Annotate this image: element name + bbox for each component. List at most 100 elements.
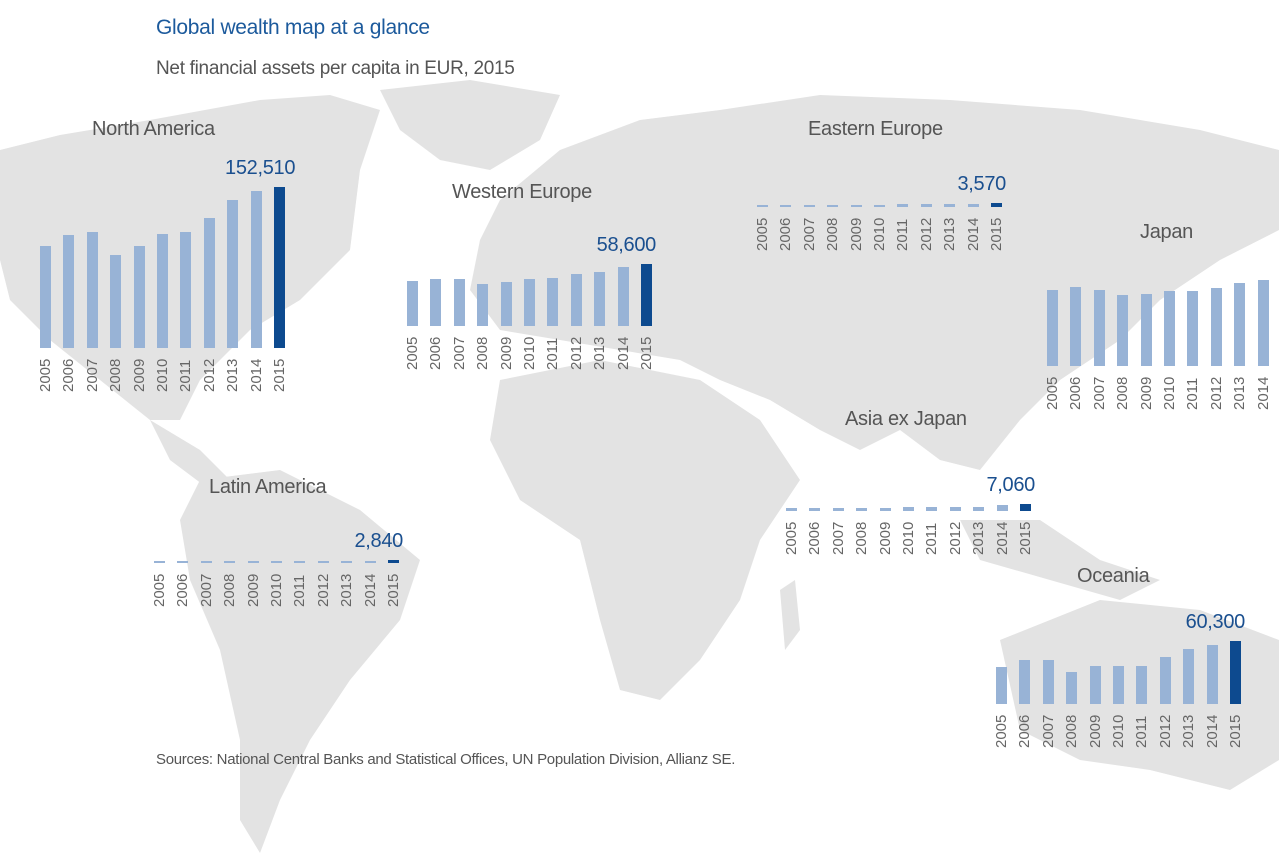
year-label-north-america-2015: 2015 <box>271 358 288 392</box>
bar-western-europe-2013 <box>594 271 606 326</box>
year-label-western-europe-2008: 2008 <box>474 336 492 370</box>
value-label-western-europe: 58,600 <box>596 234 657 257</box>
year-label-north-america-2013: 2013 <box>224 358 242 392</box>
region-title-latin-america: Latin America <box>209 476 327 498</box>
year-label-asia-ex-japan-2007: 2007 <box>829 521 847 555</box>
year-label-asia-ex-japan-2012: 2012 <box>946 521 964 555</box>
year-label-latin-america-2014: 2014 <box>361 573 379 607</box>
bar-eastern-europe-2010 <box>874 204 885 207</box>
bar-oceania-2015 <box>1230 640 1241 704</box>
bar-north-america-2007 <box>86 232 98 348</box>
bar-asia-ex-japan-2006 <box>809 507 821 511</box>
bar-asia-ex-japan-2009 <box>879 507 891 511</box>
year-label-asia-ex-japan-2006: 2006 <box>806 521 824 555</box>
bar-eastern-europe-2008 <box>827 205 839 207</box>
year-label-latin-america-2008: 2008 <box>221 573 239 607</box>
year-label-western-europe-2015: 2015 <box>638 336 655 370</box>
year-label-latin-america-2013: 2013 <box>338 573 356 607</box>
year-label-asia-ex-japan-2014: 2014 <box>993 521 1011 555</box>
year-label-western-europe-2007: 2007 <box>450 336 468 370</box>
year-label-asia-ex-japan-2015: 2015 <box>1017 521 1034 555</box>
bar-oceania-2008 <box>1066 671 1078 704</box>
year-label-oceania-2014: 2014 <box>1203 714 1221 748</box>
bar-north-america-2008 <box>110 255 122 348</box>
bar-western-europe-2011 <box>547 277 559 326</box>
bar-asia-ex-japan-2011 <box>926 507 938 511</box>
bar-latin-america-2010 <box>271 561 282 563</box>
bar-japan-2012 <box>1210 288 1222 366</box>
bar-western-europe-2014 <box>617 267 629 326</box>
year-label-oceania-2009: 2009 <box>1086 714 1104 748</box>
bar-eastern-europe-2011 <box>897 204 909 207</box>
bar-north-america-2009 <box>133 246 145 348</box>
bar-oceania-2009 <box>1089 665 1101 704</box>
year-label-western-europe-2005: 2005 <box>404 336 421 370</box>
bar-oceania-2014 <box>1206 644 1218 704</box>
bar-oceania-2011 <box>1136 665 1148 704</box>
year-label-eastern-europe-2012: 2012 <box>917 217 935 251</box>
bar-north-america-2015 <box>274 187 285 348</box>
value-label-oceania: 60,300 <box>1185 610 1246 633</box>
madagascar-shape <box>780 580 800 650</box>
year-label-eastern-europe-2009: 2009 <box>847 217 865 251</box>
year-label-asia-ex-japan-2010: 2010 <box>900 521 917 555</box>
year-label-north-america-2012: 2012 <box>200 358 218 392</box>
bar-north-america-2011 <box>180 232 192 348</box>
year-label-asia-ex-japan-2011: 2011 <box>923 522 941 555</box>
region-title-eastern-europe: Eastern Europe <box>808 118 943 140</box>
value-label-asia-ex-japan: 7,060 <box>986 473 1035 496</box>
year-label-oceania-2008: 2008 <box>1063 714 1081 748</box>
bar-western-europe-2007 <box>453 278 465 326</box>
year-label-asia-ex-japan-2013: 2013 <box>970 521 988 555</box>
bar-oceania-2005 <box>996 666 1007 704</box>
bar-latin-america-2005 <box>154 561 165 563</box>
year-label-eastern-europe-2005: 2005 <box>754 217 771 251</box>
year-label-eastern-europe-2014: 2014 <box>964 217 982 251</box>
year-label-asia-ex-japan-2005: 2005 <box>783 521 800 555</box>
region-title-western-europe: Western Europe <box>452 181 592 203</box>
bar-eastern-europe-2009 <box>850 205 862 207</box>
year-label-eastern-europe-2013: 2013 <box>941 217 959 251</box>
bar-latin-america-2008 <box>224 561 236 563</box>
bar-asia-ex-japan-2015 <box>1020 503 1031 511</box>
year-label-japan-2010: 2010 <box>1161 376 1178 410</box>
southeast-asia-islands-shape <box>960 520 1160 600</box>
bar-japan-2011 <box>1187 291 1199 366</box>
bar-western-europe-2008 <box>477 284 489 326</box>
region-title-north-america: North America <box>92 118 215 140</box>
bar-oceania-2006 <box>1019 659 1031 704</box>
year-label-japan-2012: 2012 <box>1207 376 1225 410</box>
bar-asia-ex-japan-2010 <box>903 507 914 511</box>
year-label-oceania-2013: 2013 <box>1180 714 1198 748</box>
bar-japan-2014 <box>1257 279 1269 366</box>
bar-eastern-europe-2007 <box>803 204 815 207</box>
year-label-japan-2008: 2008 <box>1114 376 1132 410</box>
bar-western-europe-2010 <box>524 278 535 326</box>
bar-eastern-europe-2005 <box>757 205 768 207</box>
south-america-shape <box>180 470 420 853</box>
year-label-eastern-europe-2007: 2007 <box>800 217 818 251</box>
source-note: Sources: National Central Banks and Stat… <box>156 751 736 768</box>
year-label-oceania-2007: 2007 <box>1039 714 1057 748</box>
bar-eastern-europe-2014 <box>967 204 979 207</box>
year-label-asia-ex-japan-2008: 2008 <box>853 521 871 555</box>
chart-subtitle: Net financial assets per capita in EUR, … <box>156 58 515 79</box>
value-label-latin-america: 2,840 <box>354 530 403 552</box>
bar-latin-america-2007 <box>200 561 212 563</box>
bar-north-america-2014 <box>250 191 262 348</box>
year-label-japan-2014: 2014 <box>1254 376 1272 410</box>
bar-latin-america-2006 <box>177 561 189 563</box>
bar-oceania-2012 <box>1159 656 1171 704</box>
year-label-japan-2009: 2009 <box>1137 376 1155 410</box>
region-title-japan: Japan <box>1140 221 1193 243</box>
bar-north-america-2005 <box>40 246 51 348</box>
bar-latin-america-2015 <box>388 560 399 563</box>
year-label-oceania-2005: 2005 <box>993 714 1010 748</box>
year-label-oceania-2012: 2012 <box>1156 714 1174 748</box>
year-label-north-america-2008: 2008 <box>107 358 125 392</box>
year-label-latin-america-2015: 2015 <box>385 573 402 607</box>
year-label-eastern-europe-2015: 2015 <box>988 217 1005 251</box>
bar-north-america-2013 <box>227 200 239 348</box>
bar-eastern-europe-2013 <box>944 204 956 207</box>
year-label-asia-ex-japan-2009: 2009 <box>876 521 894 555</box>
